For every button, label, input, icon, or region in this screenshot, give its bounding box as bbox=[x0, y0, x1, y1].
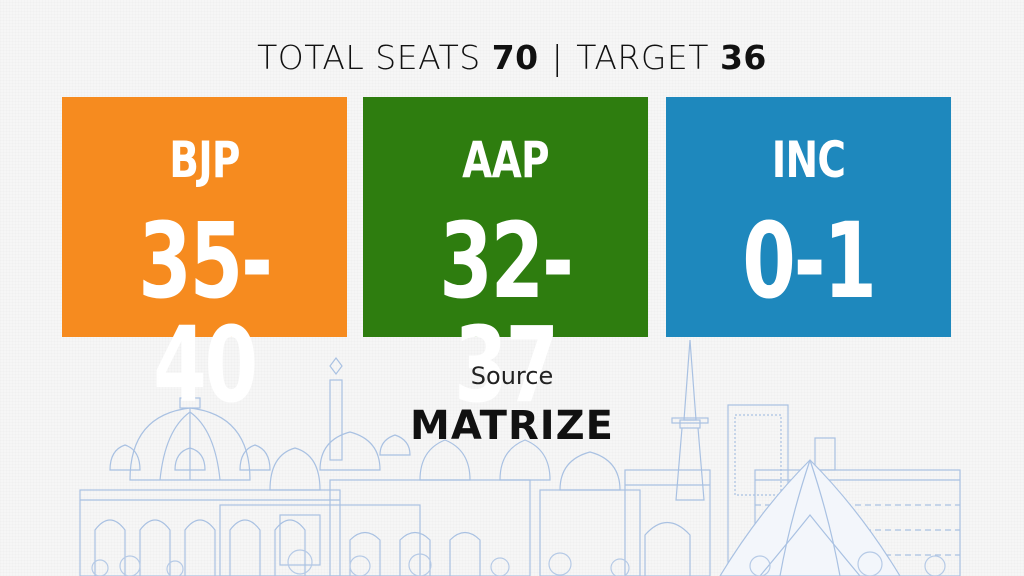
total-seats-label: TOTAL SEATS bbox=[257, 38, 481, 77]
party-card-inc: INC 0-1 bbox=[666, 97, 951, 337]
headline-separator: | bbox=[551, 38, 564, 77]
party-name: AAP bbox=[462, 131, 549, 189]
target-label: TARGET bbox=[576, 38, 709, 77]
seat-range: 35-40 bbox=[138, 200, 273, 426]
total-seats-value: 70 bbox=[491, 38, 539, 77]
delhi-skyline-illustration bbox=[79, 340, 961, 576]
party-name: INC bbox=[771, 131, 846, 189]
source-name: MATRIZE bbox=[410, 403, 614, 449]
source-label: Source bbox=[470, 362, 554, 390]
target-value: 36 bbox=[719, 38, 767, 77]
party-name: BJP bbox=[169, 131, 240, 189]
seat-range: 32-37 bbox=[439, 200, 574, 426]
seat-range: 0-1 bbox=[742, 200, 877, 322]
seats-headline: TOTAL SEATS 70 | TARGET 36 bbox=[0, 38, 1024, 77]
party-card-aap: AAP 32-37 bbox=[363, 97, 648, 417]
party-card-bjp: BJP 35-40 bbox=[62, 97, 347, 417]
